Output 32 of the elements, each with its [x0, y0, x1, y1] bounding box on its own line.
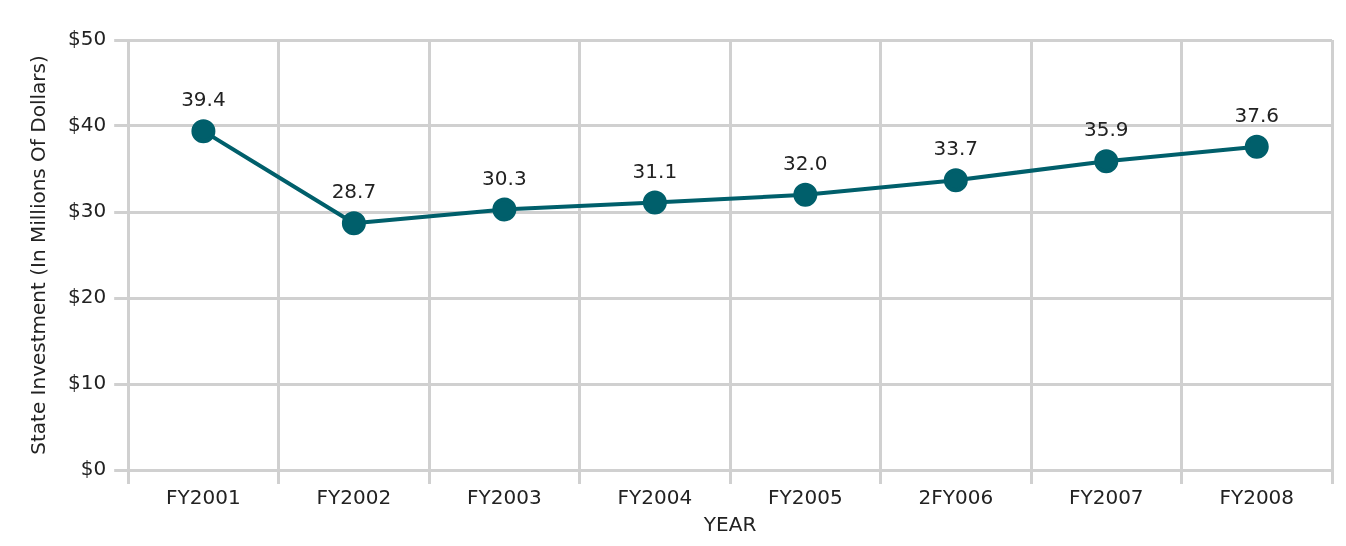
point	[1094, 149, 1119, 174]
y-tick-label: $10	[67, 370, 107, 395]
y-tick-label: $20	[67, 284, 107, 309]
point	[943, 168, 968, 193]
data-label: 28.7	[331, 179, 377, 204]
y-axis-title: State Investment (In Millions Of Dollars)	[26, 55, 51, 455]
data-label: 32.0	[783, 151, 828, 175]
x-tick-label: FY2001	[166, 485, 241, 510]
data-label: 31.1	[632, 158, 678, 183]
x-axis-title: YEAR	[702, 512, 757, 537]
x-tick-label: FY2002	[316, 485, 392, 510]
point	[793, 182, 818, 207]
y-tick-label: $0	[80, 456, 107, 481]
point	[341, 211, 366, 236]
x-tick-label: FY2008	[1219, 485, 1295, 510]
x-tick-label: 2FY006	[918, 485, 994, 510]
y-tick-label: $30	[67, 198, 107, 223]
data-label: 35.9	[1084, 117, 1129, 142]
y-tick-label: $40	[67, 112, 107, 137]
data-label: 39.4	[181, 87, 226, 112]
data-label: 37.6	[1234, 102, 1280, 127]
x-tick-label: FY2004	[617, 485, 693, 510]
y-tick-label: $50	[67, 26, 107, 51]
x-tick-label: FY2005	[768, 485, 843, 510]
point	[642, 190, 667, 215]
data-label: 33.7	[933, 136, 979, 161]
data-label: 30.3	[482, 165, 527, 190]
x-tick-label: FY2003	[467, 485, 542, 510]
point	[191, 119, 216, 144]
x-tick-label: FY2007	[1068, 485, 1144, 510]
point	[492, 197, 517, 222]
point	[1244, 134, 1269, 159]
